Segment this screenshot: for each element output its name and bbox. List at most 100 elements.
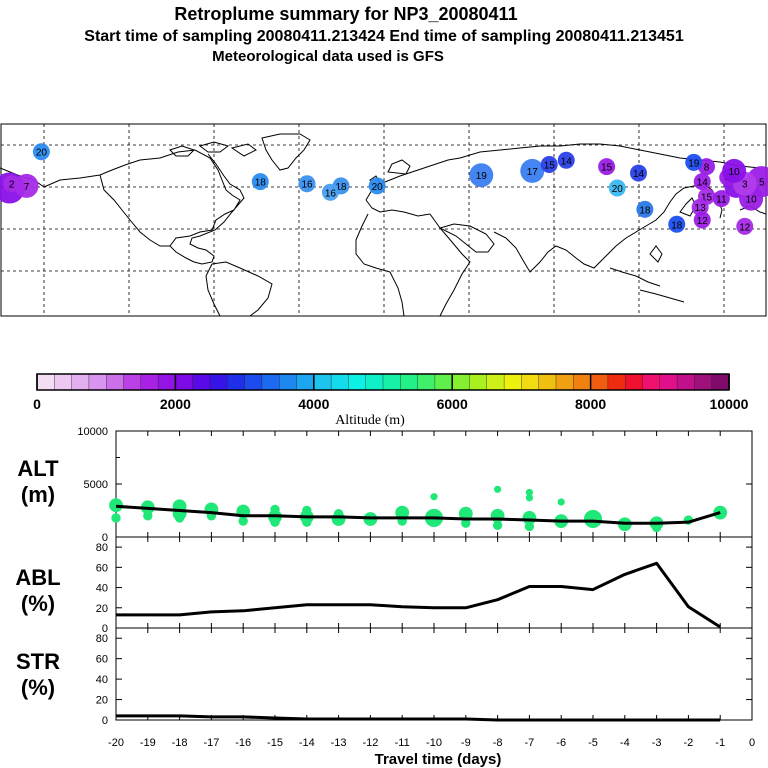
colorbar-cell-38 xyxy=(694,373,713,391)
plume-marker-1 xyxy=(698,158,715,176)
plume-marker-label-8: 5 xyxy=(759,178,765,189)
colorbar-cell-33 xyxy=(607,373,626,391)
colorbar-cell-2 xyxy=(71,373,90,391)
plume-marker-label-3: 15 xyxy=(701,193,713,204)
x-tick-label-10: -10 xyxy=(426,737,442,749)
colorbar-tick-label-3: 6000 xyxy=(437,396,468,412)
colorbar-cell-10 xyxy=(209,373,228,391)
alt-point-28 xyxy=(492,520,503,531)
x-tick-label-0: -20 xyxy=(108,737,124,749)
colorbar-cell-26 xyxy=(486,373,505,391)
colorbar-cell-24 xyxy=(452,373,471,391)
plume-marker-27 xyxy=(722,158,747,183)
colorbar-tick-label-5: 10000 xyxy=(710,396,749,412)
colorbar-cell-19 xyxy=(365,373,384,391)
plume-marker-label-15: 18 xyxy=(255,178,267,189)
colorbar-cell-36 xyxy=(659,373,678,391)
map-graticule xyxy=(1,124,766,316)
alt-point-32 xyxy=(524,521,535,532)
x-tick-label-1: -19 xyxy=(140,737,156,749)
x-axis-label: Travel time (days) xyxy=(375,751,502,768)
alt-ytick-label-1: 5000 xyxy=(84,479,108,491)
alt-point-38 xyxy=(651,522,662,533)
plume-marker-18 xyxy=(321,183,339,201)
plume-marker-16 xyxy=(298,175,316,193)
x-tick-label-3: -17 xyxy=(203,737,219,749)
colorbar-cell-25 xyxy=(469,373,488,391)
colorbar-cell-15 xyxy=(296,373,315,391)
alt-series-line xyxy=(115,504,721,525)
plume-marker-label-23: 14 xyxy=(561,156,573,167)
plume-marker-20 xyxy=(469,163,494,188)
x-tick-label-6: -14 xyxy=(299,737,315,749)
plume-marker-31 xyxy=(736,217,754,235)
colorbar-cell-5 xyxy=(123,373,142,391)
str-ytick-label-2: 40 xyxy=(96,674,108,686)
alt-panel-title: ALT xyxy=(17,456,59,481)
plume-marker-label-25: 14 xyxy=(633,169,645,180)
title-line-1: Retroplume summary for NP3_20080411 xyxy=(174,4,517,24)
str-ytick-label-0: 0 xyxy=(102,715,108,727)
x-tick-label-9: -11 xyxy=(395,737,410,749)
colorbar-cell-18 xyxy=(348,373,367,391)
colorbar-cell-1 xyxy=(54,373,73,391)
plume-marker-label-26: 20 xyxy=(612,184,624,195)
alt-point-24 xyxy=(458,506,473,521)
str-panel: 0 20 40 60 80 xyxy=(96,627,753,727)
x-tick-label-14: -6 xyxy=(556,737,566,749)
x-tick-label-19: -1 xyxy=(715,737,725,749)
colorbar-cell-11 xyxy=(227,373,246,391)
x-tick-label-7: -13 xyxy=(331,737,347,749)
colorbar-tick-label-0: 0 xyxy=(33,396,41,412)
colorbar-cell-23 xyxy=(434,373,453,391)
colorbar-cells xyxy=(36,373,730,391)
colorbar-cell-22 xyxy=(417,373,436,391)
x-tick-label-11: -9 xyxy=(461,737,471,749)
str-series-line xyxy=(116,714,721,722)
x-tick-label-15: -5 xyxy=(588,737,598,749)
x-tick-label-17: -3 xyxy=(652,737,662,749)
colorbar-ticks: 0 2000 4000 6000 8000 10000 xyxy=(33,374,749,412)
colorbar-cell-3 xyxy=(88,373,107,391)
plume-marker-label-5: 11 xyxy=(716,195,727,206)
x-axis-ticks: -20 -19 -18 -17 -16 -15 -14 -13 -12 -11 -10 -9 -8 -7-… xyxy=(108,737,755,749)
colorbar-cell-34 xyxy=(625,373,644,391)
colorbar-cell-17 xyxy=(330,373,350,391)
alt-point-22 xyxy=(430,493,438,501)
colorbar-cell-16 xyxy=(313,373,332,391)
alt-point-10 xyxy=(238,516,248,526)
plume-marker-label-24: 15 xyxy=(601,163,613,174)
alt-point-25 xyxy=(461,518,471,528)
plume-marker-label-16: 16 xyxy=(301,180,313,191)
alt-point-13 xyxy=(270,517,280,527)
alt-point-30 xyxy=(525,494,534,502)
plume-marker-label-29: 18 xyxy=(671,220,683,231)
colorbar-cell-27 xyxy=(503,373,523,391)
x-tick-label-13: -7 xyxy=(525,737,535,749)
plume-marker-19 xyxy=(368,177,386,195)
plume-marker-22 xyxy=(540,156,558,174)
plume-marker-label-22: 15 xyxy=(544,161,556,172)
str-frame xyxy=(115,627,753,721)
abl-frame xyxy=(115,536,753,629)
colorbar-cell-14 xyxy=(279,373,298,391)
alt-panel: 0 5000 10000 xyxy=(77,426,753,544)
alt-ytick-label-2: 10000 xyxy=(77,426,108,438)
plume-marker-label-19: 20 xyxy=(372,182,384,193)
alt-point-3 xyxy=(143,511,153,521)
title-line-3: Meteorological data used is GFS xyxy=(212,48,444,65)
alt-point-1 xyxy=(111,513,121,523)
alt-point-35 xyxy=(583,509,603,529)
colorbar-cell-9 xyxy=(192,373,211,391)
plume-marker-label-2: 14 xyxy=(697,178,709,189)
colorbar-cell-32 xyxy=(590,373,609,391)
plume-marker-29 xyxy=(668,215,686,233)
plume-marker-25 xyxy=(630,164,647,182)
str-panel-title: STR xyxy=(16,649,60,674)
colorbar-cell-13 xyxy=(261,373,280,391)
colorbar-cell-12 xyxy=(244,373,263,391)
colorbar-cell-28 xyxy=(521,373,540,391)
colorbar-cell-20 xyxy=(382,373,401,391)
plume-marker-23 xyxy=(557,151,575,169)
